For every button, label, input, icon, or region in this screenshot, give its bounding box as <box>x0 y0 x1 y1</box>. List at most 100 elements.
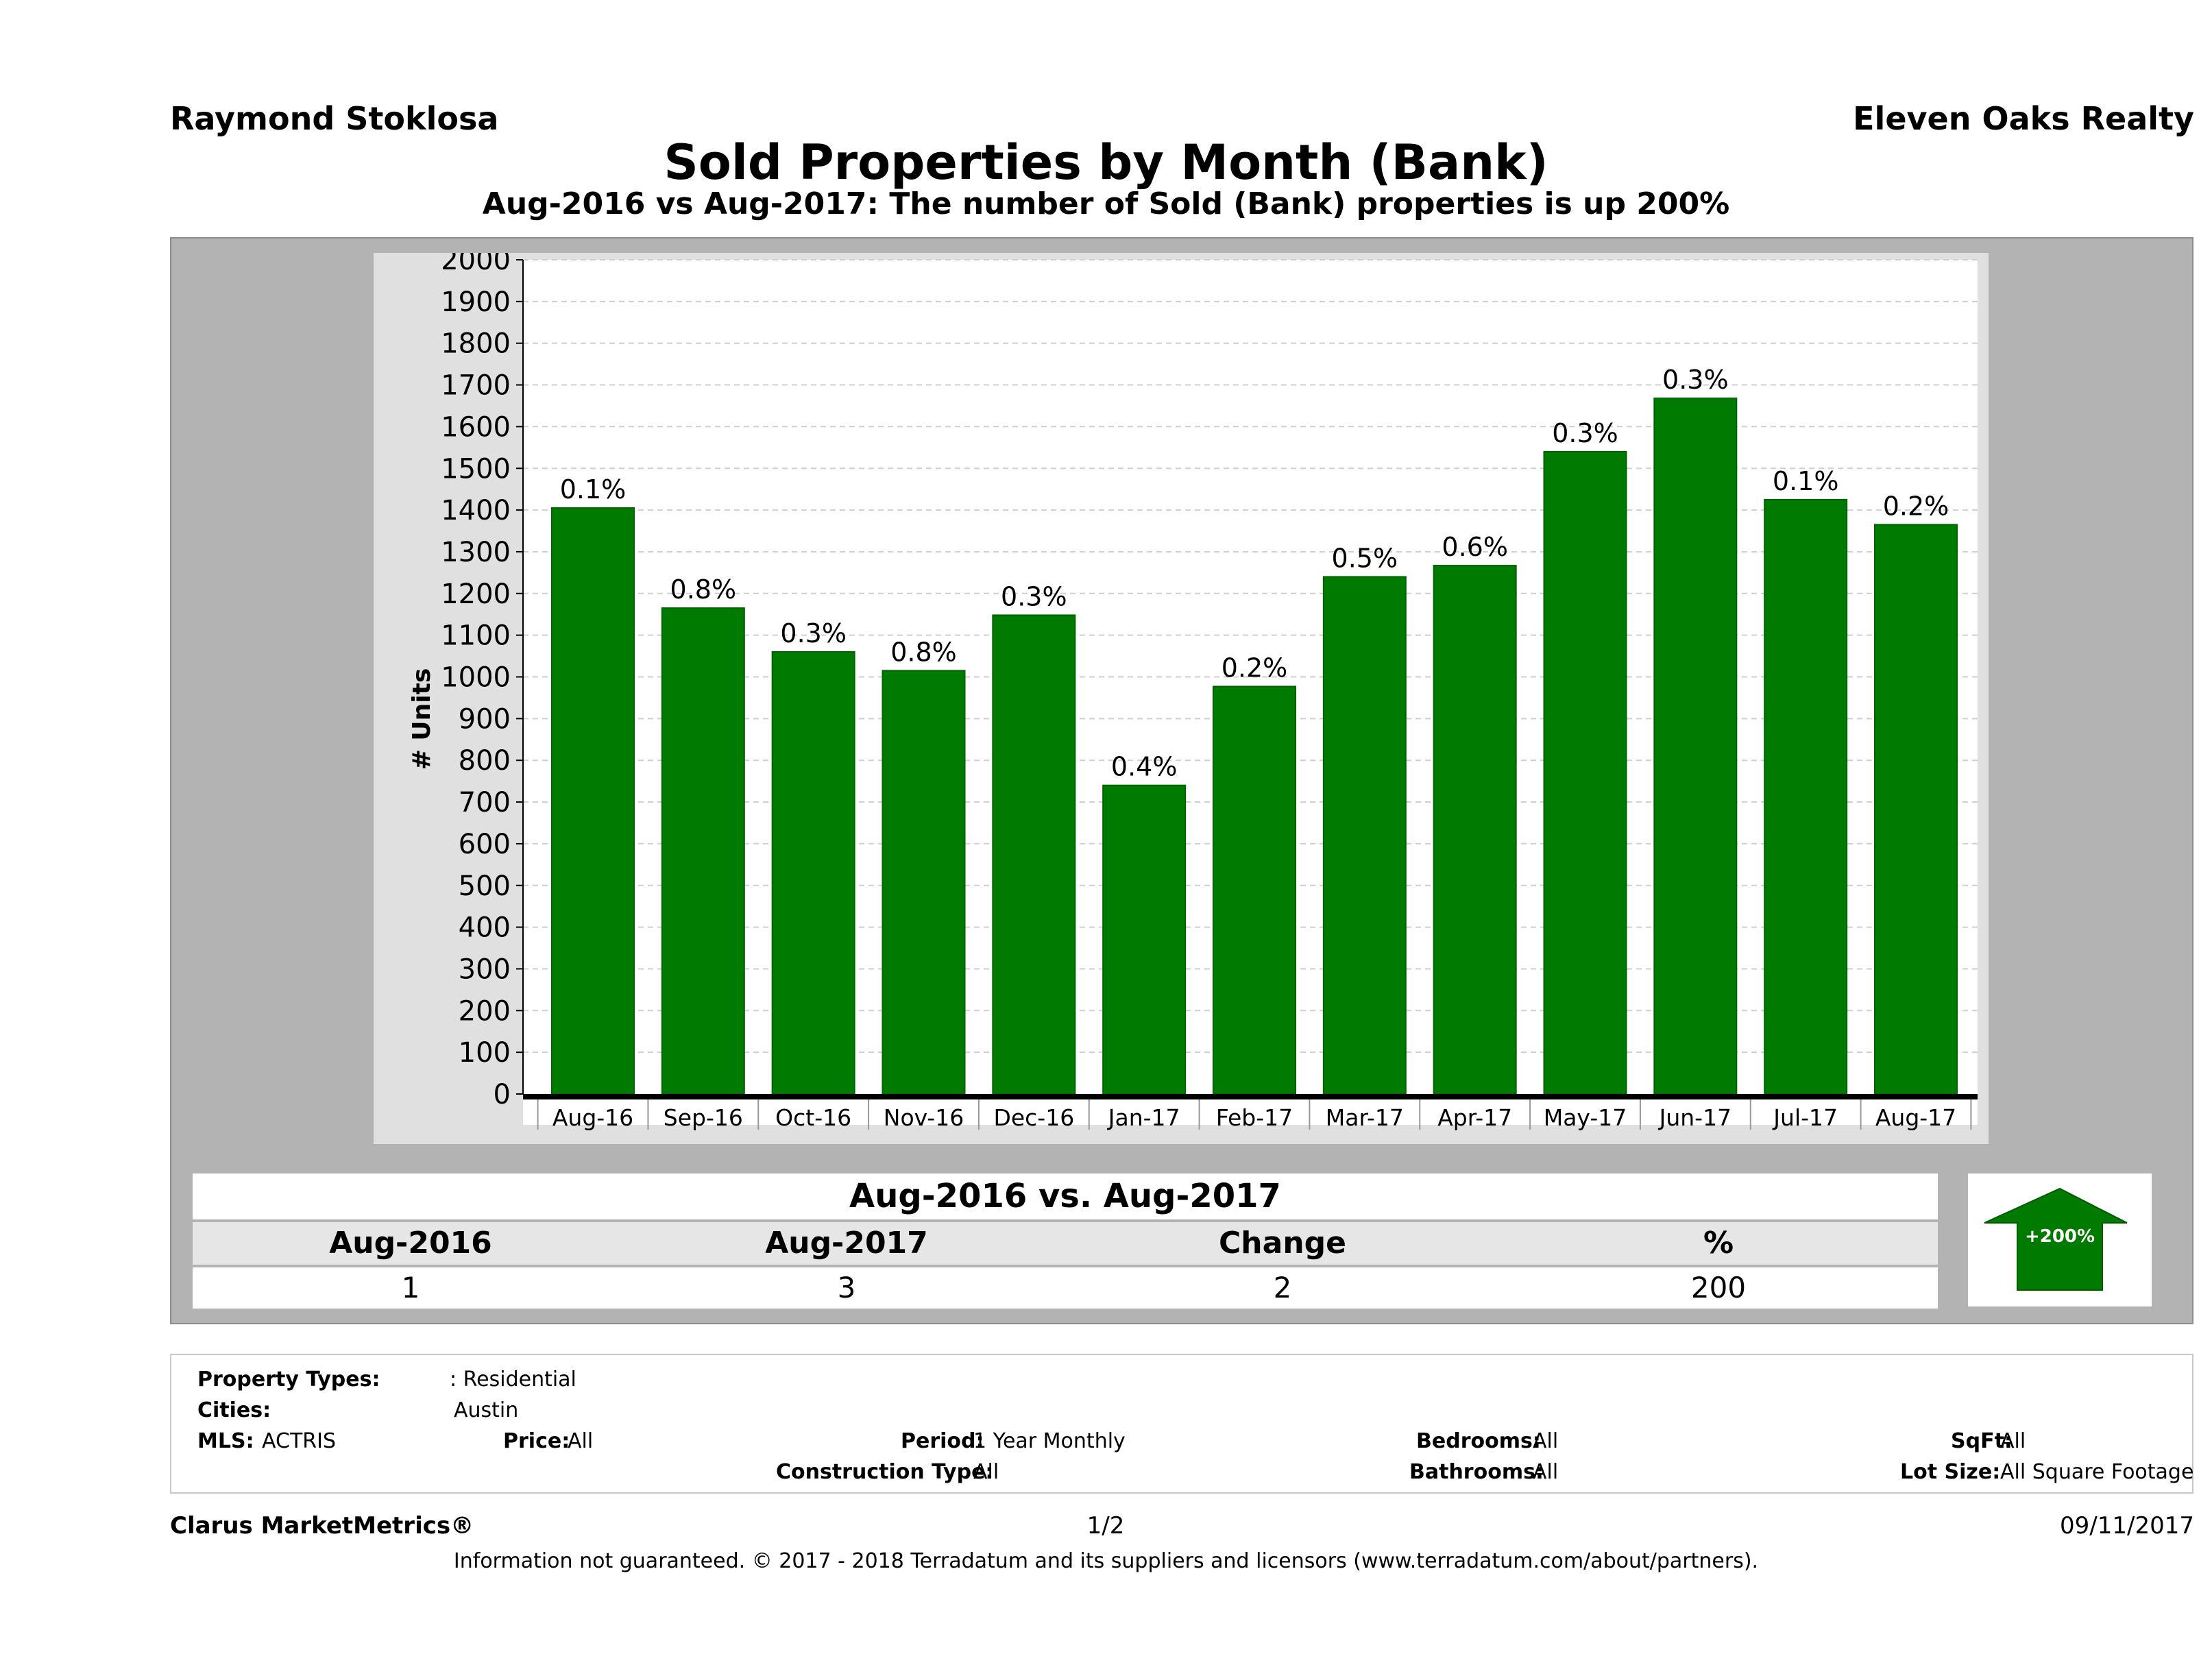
x-tick-label: Oct-16 <box>775 1104 851 1131</box>
y-tick-label: 1900 <box>441 287 511 318</box>
bar <box>1322 576 1407 1095</box>
x-tick-label: Jun-17 <box>1658 1104 1731 1131</box>
y-tick-label: 400 <box>459 912 511 944</box>
property-types-value: : Residential <box>450 1367 576 1391</box>
y-tick-label: 1700 <box>441 370 511 402</box>
y-tick-label: 900 <box>459 703 511 735</box>
bar-data-label: 0.4% <box>1111 752 1178 782</box>
y-tick-label: 600 <box>459 829 511 860</box>
bedrooms-value: All <box>1533 1429 1559 1453</box>
bar <box>771 650 855 1095</box>
lot-size-value: All Square Footage <box>2000 1460 2194 1484</box>
bar-data-label: 0.8% <box>670 574 737 605</box>
change-badge: +200% <box>1968 1174 2152 1306</box>
bathrooms-label: Bathrooms: <box>1409 1460 1544 1484</box>
search-criteria-panel: Property Types: : Residential Cities: Au… <box>170 1354 2193 1494</box>
price-value: All <box>568 1429 594 1453</box>
bar-data-label: 0.2% <box>1883 491 1949 521</box>
comparison-header-row: Aug-2016 Aug-2017 Change % <box>193 1222 1938 1265</box>
y-tick-label: 200 <box>459 995 511 1027</box>
comparison-header-aug-2017: Aug-2017 <box>765 1226 928 1261</box>
bar <box>1102 784 1187 1095</box>
report-title: Sold Properties by Month (Bank) <box>664 134 1548 191</box>
bar <box>992 614 1076 1095</box>
period-label: Period: <box>901 1429 984 1453</box>
construction-type-label: Construction Type: <box>776 1460 994 1484</box>
y-tick-label: 1300 <box>441 537 511 568</box>
bar-data-label: 0.1% <box>560 474 627 504</box>
y-tick-label: 1000 <box>441 662 511 694</box>
mls-value: ACTRIS <box>262 1429 337 1453</box>
y-tick-label: 500 <box>459 871 511 902</box>
y-tick-label: 1800 <box>441 328 511 360</box>
x-tick-label: Feb-17 <box>1216 1104 1293 1131</box>
comparison-header-percent: % <box>1703 1226 1734 1261</box>
cities-value: Austin <box>454 1398 519 1422</box>
x-tick-label: Mar-17 <box>1326 1104 1404 1131</box>
bar-chart: 0.1% 0.8% 0.3% 0.8% 0.3% 0.4% 0.2% 0.5% 0.6% 0.3%… <box>408 253 1978 1131</box>
comparison-value-row: 1 3 2 200 <box>193 1267 1938 1309</box>
bar <box>661 607 745 1095</box>
x-tick-label: Aug-16 <box>552 1104 633 1131</box>
bar-data-label: 0.3% <box>1001 581 1067 611</box>
comparison-value-change: 2 <box>1273 1271 1292 1304</box>
x-tick-label: Dec-16 <box>993 1104 1074 1131</box>
bar-data-label: 0.3% <box>1552 418 1618 448</box>
construction-type-value: All <box>973 1460 999 1484</box>
bar-data-label: 0.8% <box>890 637 957 667</box>
price-label: Price: <box>503 1429 570 1453</box>
comparison-value-aug-2016: 1 <box>401 1271 420 1304</box>
comparison-value-percent: 200 <box>1690 1271 1747 1304</box>
footer-date: 09/11/2017 <box>2060 1512 2194 1540</box>
footer-product: Clarus MarketMetrics® <box>170 1512 474 1540</box>
brokerage-name: Eleven Oaks Realty <box>1853 100 2194 137</box>
bathrooms-value: All <box>1533 1460 1559 1484</box>
y-tick-label: 1500 <box>441 453 511 485</box>
x-tick-label: Aug-17 <box>1875 1104 1956 1131</box>
x-tick-label: Nov-16 <box>884 1104 964 1131</box>
y-tick-label: 2000 <box>441 253 511 276</box>
period-value: 1 Year Monthly <box>973 1429 1126 1453</box>
property-types-label: Property Types: <box>197 1367 380 1391</box>
x-tick-label: Sep-16 <box>664 1104 743 1131</box>
bar-data-label: 0.1% <box>1773 466 1839 496</box>
y-axis-label: # Units <box>408 668 436 770</box>
bar-data-label: 0.2% <box>1222 653 1288 683</box>
y-tick-label: 1100 <box>441 620 511 652</box>
comparison-header-change: Change <box>1219 1226 1346 1261</box>
lot-size-label: Lot Size: <box>1900 1460 2001 1484</box>
y-tick-label: 800 <box>459 745 511 777</box>
x-tick-label: Jan-17 <box>1107 1104 1180 1131</box>
x-tick-label: May-17 <box>1544 1104 1627 1131</box>
footer-disclaimer: Information not guaranteed. © 2017 - 201… <box>453 1549 1759 1573</box>
bar-data-label: 0.6% <box>1442 532 1508 562</box>
comparison-title: Aug-2016 vs. Aug-2017 <box>193 1174 1938 1219</box>
bar <box>1543 450 1627 1095</box>
change-badge-text: +200% <box>2025 1226 2095 1247</box>
comparison-header-aug-2016: Aug-2016 <box>329 1226 492 1261</box>
bar <box>1874 524 1958 1095</box>
y-tick-label: 1200 <box>441 579 511 610</box>
report-subtitle: Aug-2016 vs Aug-2017: The number of Sold… <box>482 186 1730 221</box>
bar <box>551 507 635 1095</box>
bar-data-label: 0.3% <box>1662 365 1729 395</box>
y-tick-label: 100 <box>459 1037 511 1069</box>
y-tick-label: 1400 <box>441 495 511 526</box>
cities-label: Cities: <box>197 1398 271 1422</box>
y-tick-label: 700 <box>459 787 511 818</box>
mls-label: MLS: <box>197 1429 254 1453</box>
bedrooms-label: Bedrooms: <box>1416 1429 1541 1453</box>
y-tick-label: 300 <box>459 953 511 985</box>
x-tick-label: Jul-17 <box>1772 1104 1838 1131</box>
bar-data-label: 0.5% <box>1332 543 1398 573</box>
bar <box>1764 498 1848 1095</box>
bar <box>1213 685 1296 1095</box>
footer-page-number: 1/2 <box>1086 1512 1125 1540</box>
bar <box>1653 398 1738 1095</box>
y-tick-label: 0 <box>494 1079 511 1110</box>
comparison-value-aug-2017: 3 <box>837 1271 856 1304</box>
y-tick-label: 1600 <box>441 411 511 443</box>
sqft-value: All <box>2000 1429 2026 1453</box>
x-tick-label: Apr-17 <box>1437 1104 1512 1131</box>
sqft-label: SqFt: <box>1951 1429 2013 1453</box>
